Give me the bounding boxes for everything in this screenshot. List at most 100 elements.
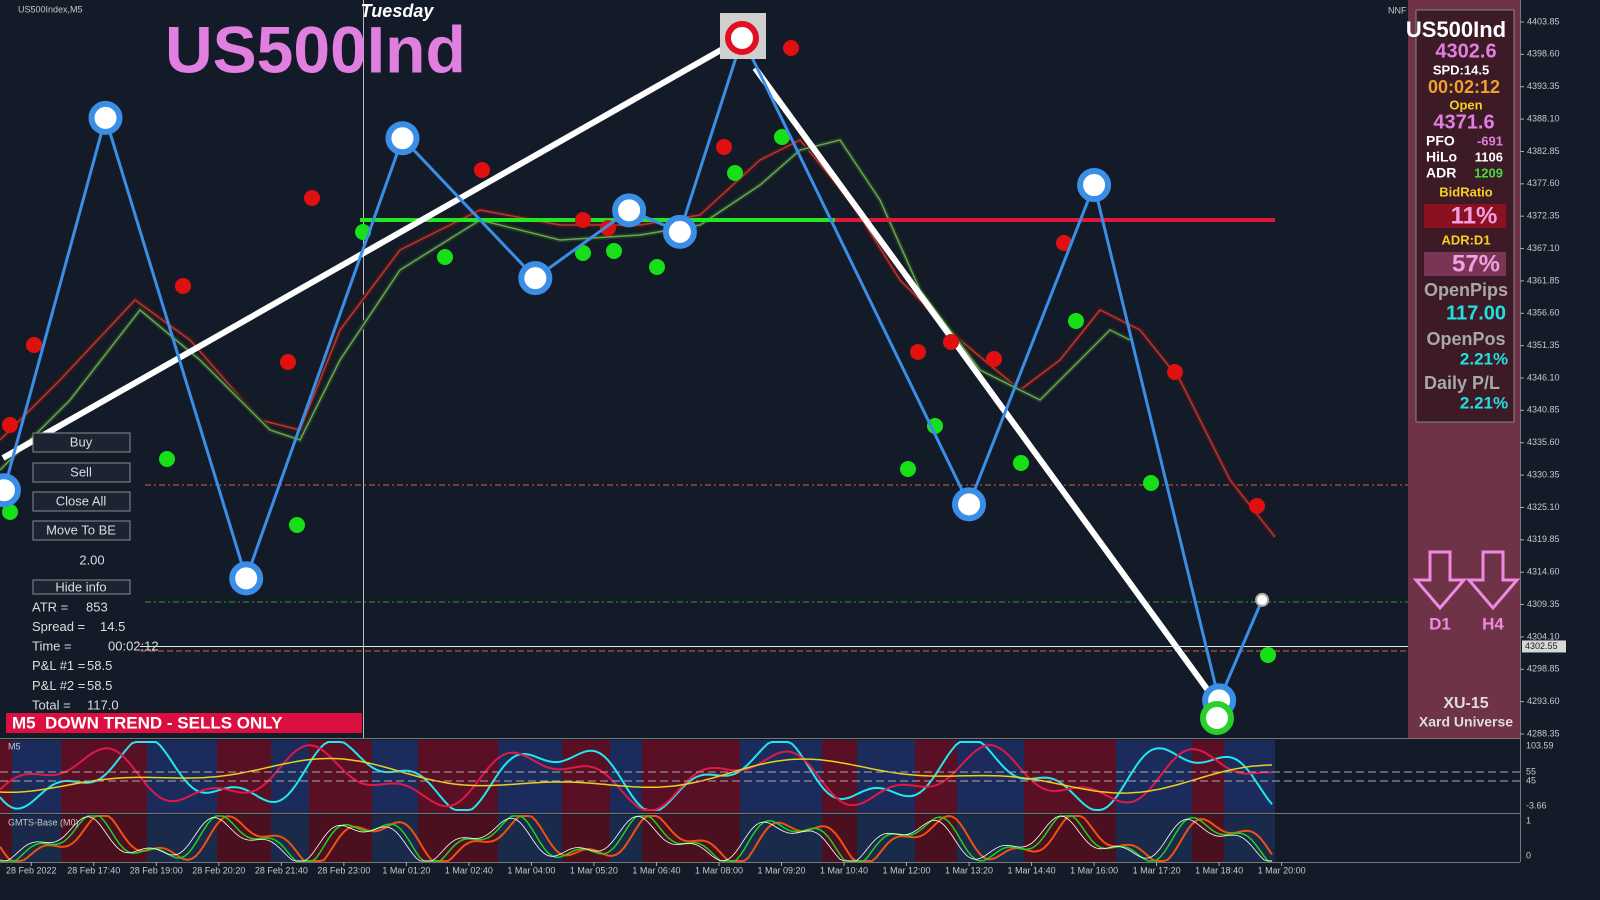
y-tick-label: 4330.35 [1527,469,1560,479]
panel-stripe [642,815,693,862]
x-tick-label: 1 Mar 08:00 [695,865,743,875]
panel-stripe [857,740,888,813]
fractal-up [575,212,591,228]
x-tick-label: 28 Feb 20:20 [192,865,245,875]
fractal-up [304,190,320,206]
price-tag-label: 4302.55 [1525,641,1558,651]
panel-stripe [309,815,322,862]
y-tick-label: 4367.10 [1527,243,1560,253]
y-tick-label: 4388.10 [1527,113,1560,123]
x-tick-label: 1 Mar 14:40 [1008,865,1056,875]
adr-box [1424,252,1506,276]
y-tick-label: 4309.35 [1527,599,1560,609]
fractal-down [606,243,622,259]
x-tick-label: 1 Mar 02:40 [445,865,493,875]
fractal-down [1068,313,1084,329]
info-value: 117.0 [87,697,119,712]
symbol-caption: US500Index,M5 [18,4,83,14]
stat-value: 1209 [1474,165,1503,180]
open-label: Open [1449,97,1482,112]
button-label[interactable]: Move To BE [46,522,116,537]
open-pips-label: OpenPips [1424,280,1508,300]
y-tick-label: 4361.85 [1527,275,1560,285]
y-tick-label: 4398.60 [1527,49,1560,59]
pivot [662,214,697,249]
corner-tag: NNF [1388,5,1407,15]
panel-stripe [693,815,740,862]
hide-info-button[interactable]: Hide info [32,579,131,595]
info-label: Total = [32,697,71,712]
panel-stripe [1072,740,1116,813]
info-label: P&L #1 = [32,658,85,673]
panel-stripe [1024,740,1072,813]
pivot [229,561,264,596]
fractal-up [716,139,732,155]
big-title: US500Ind [165,12,466,86]
bid-ratio-box [1424,204,1506,228]
x-tick-label: 1 Mar 05:20 [570,865,618,875]
indicator-line [0,757,1273,794]
info-value: 14.5 [100,619,125,634]
panel-stripe [888,740,915,813]
stat-label: HiLo [1426,149,1457,165]
fractal-up [474,162,490,178]
button-label[interactable]: Close All [56,493,107,508]
adr: 57% [1452,250,1500,277]
y-tick-label: 4372.35 [1527,211,1560,221]
info-panel: US500Ind 4302.6 SPD:14.5 00:02:12 Open 4… [1406,17,1521,730]
fractal-down [1260,647,1276,663]
panel-stripe [822,740,857,813]
fractal-up [175,278,191,294]
panel-stripe [498,740,532,813]
panel-stripe [628,740,642,813]
y-tick-label: 4351.35 [1527,340,1560,350]
panel-stripe [1192,815,1224,862]
info-value: 58.5 [87,658,112,673]
lot-input[interactable]: 2.00 [79,552,104,567]
y-tick-label: 4356.60 [1527,308,1560,318]
fractal-up [2,417,18,433]
brand: XU-15 [1443,695,1488,712]
info-value: 00:02:12 [108,639,159,654]
fractal-up [986,351,1002,367]
x-tick-label: 1 Mar 04:00 [507,865,555,875]
timer: 00:02:12 [1428,77,1500,97]
panel-stripe [915,815,938,862]
button-label[interactable]: Hide info [55,579,106,594]
info-value: 853 [86,599,108,614]
panel-stripe [309,740,322,813]
bottom-marker [1200,701,1234,735]
sell-button[interactable]: Sell [32,462,131,483]
day-label: Tuesday [361,1,435,21]
x-tick-label: 1 Mar 12:00 [883,865,931,875]
stat-value: -691 [1477,133,1503,148]
panel-stripe [1024,815,1072,862]
stat-label: PFO [1426,133,1455,149]
button-label[interactable]: Buy [70,434,93,449]
x-tick-label: 1 Mar 16:00 [1070,865,1118,875]
panel-scale: 45 [1526,775,1536,785]
button-label[interactable]: Sell [70,464,92,479]
open-pos-label: OpenPos [1426,329,1505,349]
close-all-button[interactable]: Close All [32,491,131,512]
buy-button[interactable]: Buy [32,432,131,453]
panel-stripe [61,740,106,813]
open-price: 4371.6 [1433,111,1494,133]
x-tick-label: 1 Mar 13:20 [945,865,993,875]
fractal-down [1143,475,1159,491]
pivot [1077,168,1112,203]
bid-ratio-label: BidRatio [1439,184,1493,199]
indicator-line [0,741,1273,811]
info-label: Time = [32,639,72,654]
panel-stripe [1192,740,1224,813]
y-tick-label: 4298.85 [1527,664,1560,674]
symbol: US500Ind [1406,17,1506,42]
y-tick-label: 4346.10 [1527,372,1560,382]
panel-stripe [588,740,610,813]
price: 4302.6 [1435,40,1496,62]
fractal-up [280,354,296,370]
move-be-button[interactable]: Move To BE [32,520,131,541]
fractal-down [1013,455,1029,471]
